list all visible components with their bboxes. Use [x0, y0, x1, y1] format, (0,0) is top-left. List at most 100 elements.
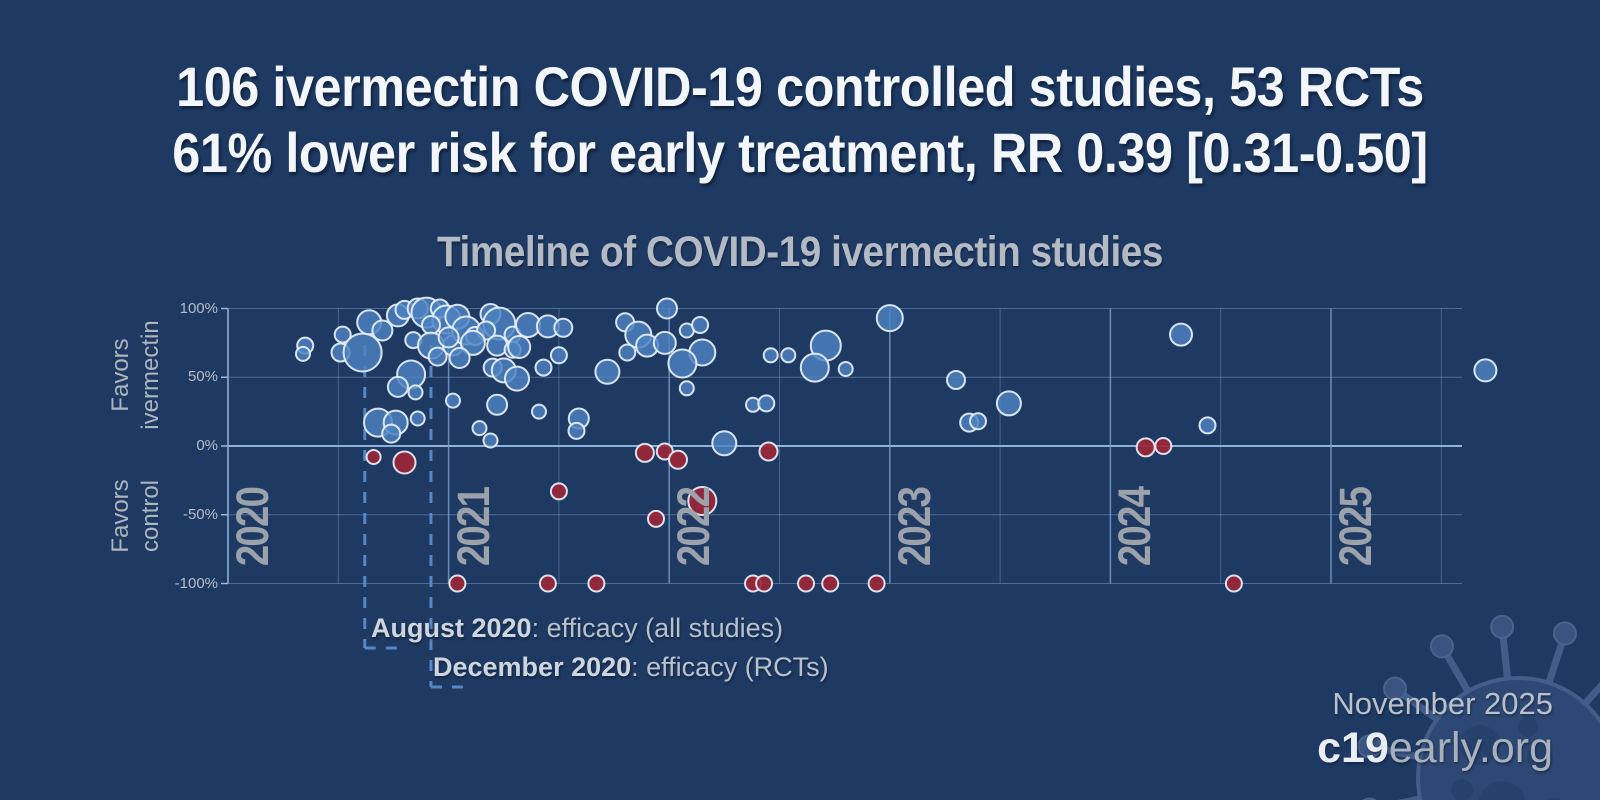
study-bubble-favors-control [797, 574, 815, 593]
y-tick-label: 100% [179, 299, 218, 317]
virus-spike [1545, 641, 1566, 684]
study-bubble-favors-ivermectin [799, 352, 830, 383]
study-bubble-favors-ivermectin [678, 380, 695, 397]
brand-bold: c19 [1317, 724, 1389, 772]
year-label-2025: 2025 [1330, 487, 1381, 567]
year-label-2022: 2022 [668, 487, 720, 567]
y-tick-label: 50% [187, 368, 218, 386]
study-bubble-favors-ivermectin [1473, 358, 1498, 383]
study-bubble-favors-control [448, 574, 467, 593]
study-bubble-favors-ivermectin [534, 358, 553, 377]
year-label-2020: 2020 [227, 487, 278, 567]
study-bubble-favors-ivermectin [995, 390, 1022, 417]
virus-body [1416, 676, 1600, 800]
study-bubble-favors-ivermectin [507, 335, 532, 359]
study-bubble-favors-control [758, 441, 779, 462]
study-bubble-favors-control [538, 574, 557, 593]
study-bubble-favors-ivermectin [1169, 322, 1193, 347]
study-bubble-favors-ivermectin [504, 365, 530, 392]
headline-line1: 106 ivermectin COVID-19 controlled studi… [176, 55, 1424, 118]
virus-spike-tip [1383, 676, 1408, 701]
study-bubble-favors-control [365, 449, 382, 465]
y-tick-label: -50% [182, 505, 218, 523]
study-bubble-favors-ivermectin [656, 297, 678, 320]
efficacy-marker-lines [363, 345, 473, 689]
study-bubble-favors-control [821, 574, 840, 593]
virus-texture-blob [1451, 779, 1473, 800]
virus-spike [1443, 653, 1472, 694]
study-bubble-favors-ivermectin [875, 304, 904, 333]
study-bubble-favors-control [634, 442, 655, 463]
year-label-2023: 2023 [888, 487, 940, 567]
study-bubbles-layer [295, 296, 1498, 593]
study-bubble-favors-ivermectin [381, 423, 402, 444]
study-bubble-favors-ivermectin [409, 410, 426, 427]
virus-texture-blob [1518, 717, 1538, 737]
study-bubble-favors-ivermectin [946, 370, 966, 390]
study-bubble-favors-ivermectin [445, 392, 461, 409]
study-bubble-favors-control [587, 574, 606, 593]
annotation-august-2020: August 2020: efficacy (all studies) [371, 613, 783, 644]
study-bubble-favors-control [1154, 437, 1173, 455]
study-bubble-favors-ivermectin [437, 326, 460, 349]
study-bubble-favors-ivermectin [780, 347, 797, 364]
virus-texture-blob [1527, 745, 1553, 771]
study-bubble-favors-control [647, 509, 665, 528]
study-bubble-favors-ivermectin [371, 319, 394, 342]
virus-spike-tip [1490, 614, 1515, 639]
study-bubble-favors-ivermectin [471, 420, 488, 437]
brand-rest: early.org [1388, 724, 1553, 772]
virus-spike-tip [1357, 734, 1382, 759]
coronavirus-watermark-icon [1357, 614, 1600, 800]
virus-spike-tip [1430, 634, 1454, 659]
study-bubble-favors-ivermectin [531, 403, 547, 420]
study-bubble-favors-ivermectin [618, 343, 637, 362]
study-bubble-favors-control [668, 449, 688, 470]
study-bubble-favors-ivermectin [386, 375, 409, 398]
study-bubble-favors-ivermectin [459, 329, 486, 356]
year-label-2021: 2021 [447, 487, 499, 567]
y-tick-label: -100% [174, 574, 218, 592]
study-bubble-favors-control [687, 486, 718, 516]
study-bubble-favors-ivermectin [691, 316, 710, 334]
study-bubble-favors-control [549, 482, 568, 501]
study-bubble-favors-ivermectin [567, 421, 586, 440]
virus-texture-blob [1478, 781, 1526, 800]
study-bubble-favors-ivermectin [757, 394, 776, 413]
study-bubble-favors-ivermectin [553, 317, 574, 338]
study-bubble-favors-ivermectin [295, 345, 311, 362]
virus-spike [1401, 691, 1440, 723]
study-bubble-favors-ivermectin [486, 393, 509, 416]
y-tick-label: 0% [196, 437, 218, 454]
chart-title: Timeline of COVID-19 ivermectin studies [437, 228, 1163, 276]
study-bubble-favors-ivermectin [652, 330, 677, 355]
study-bubble-favors-ivermectin [1198, 416, 1217, 435]
study-bubble-favors-ivermectin [448, 347, 471, 369]
study-bubble-favors-ivermectin [837, 361, 854, 377]
study-bubble-favors-ivermectin [421, 315, 441, 335]
study-bubble-favors-ivermectin [667, 348, 698, 379]
study-bubble-favors-ivermectin [333, 325, 352, 344]
annotation-date: December 2020 [433, 652, 632, 682]
study-bubble-favors-ivermectin [482, 432, 499, 449]
annotation-december-2020: December 2020: efficacy (RCTs) [433, 652, 829, 683]
annotation-text: : efficacy (all studies) [531, 613, 784, 643]
annotation-text: : efficacy (RCTs) [631, 652, 829, 682]
study-bubble-favors-ivermectin [969, 412, 987, 431]
virus-texture-blob [1460, 725, 1500, 765]
brand-link[interactable]: c19early.org [1317, 724, 1553, 773]
study-bubble-favors-ivermectin [427, 346, 448, 367]
study-bubble-favors-ivermectin [594, 358, 621, 385]
headline-line2: 61% lower risk for early treatment, RR 0… [172, 121, 1428, 184]
virus-spike [1378, 745, 1421, 761]
virus-spike-tip [1552, 621, 1577, 646]
study-bubble-favors-control [1224, 574, 1243, 593]
virus-spike [1582, 681, 1600, 707]
grid-layer [221, 307, 1462, 585]
study-bubble-favors-ivermectin [711, 430, 738, 457]
study-bubble-favors-control [867, 574, 886, 593]
virus-spike [1499, 636, 1512, 679]
study-bubble-favors-ivermectin [549, 346, 568, 365]
